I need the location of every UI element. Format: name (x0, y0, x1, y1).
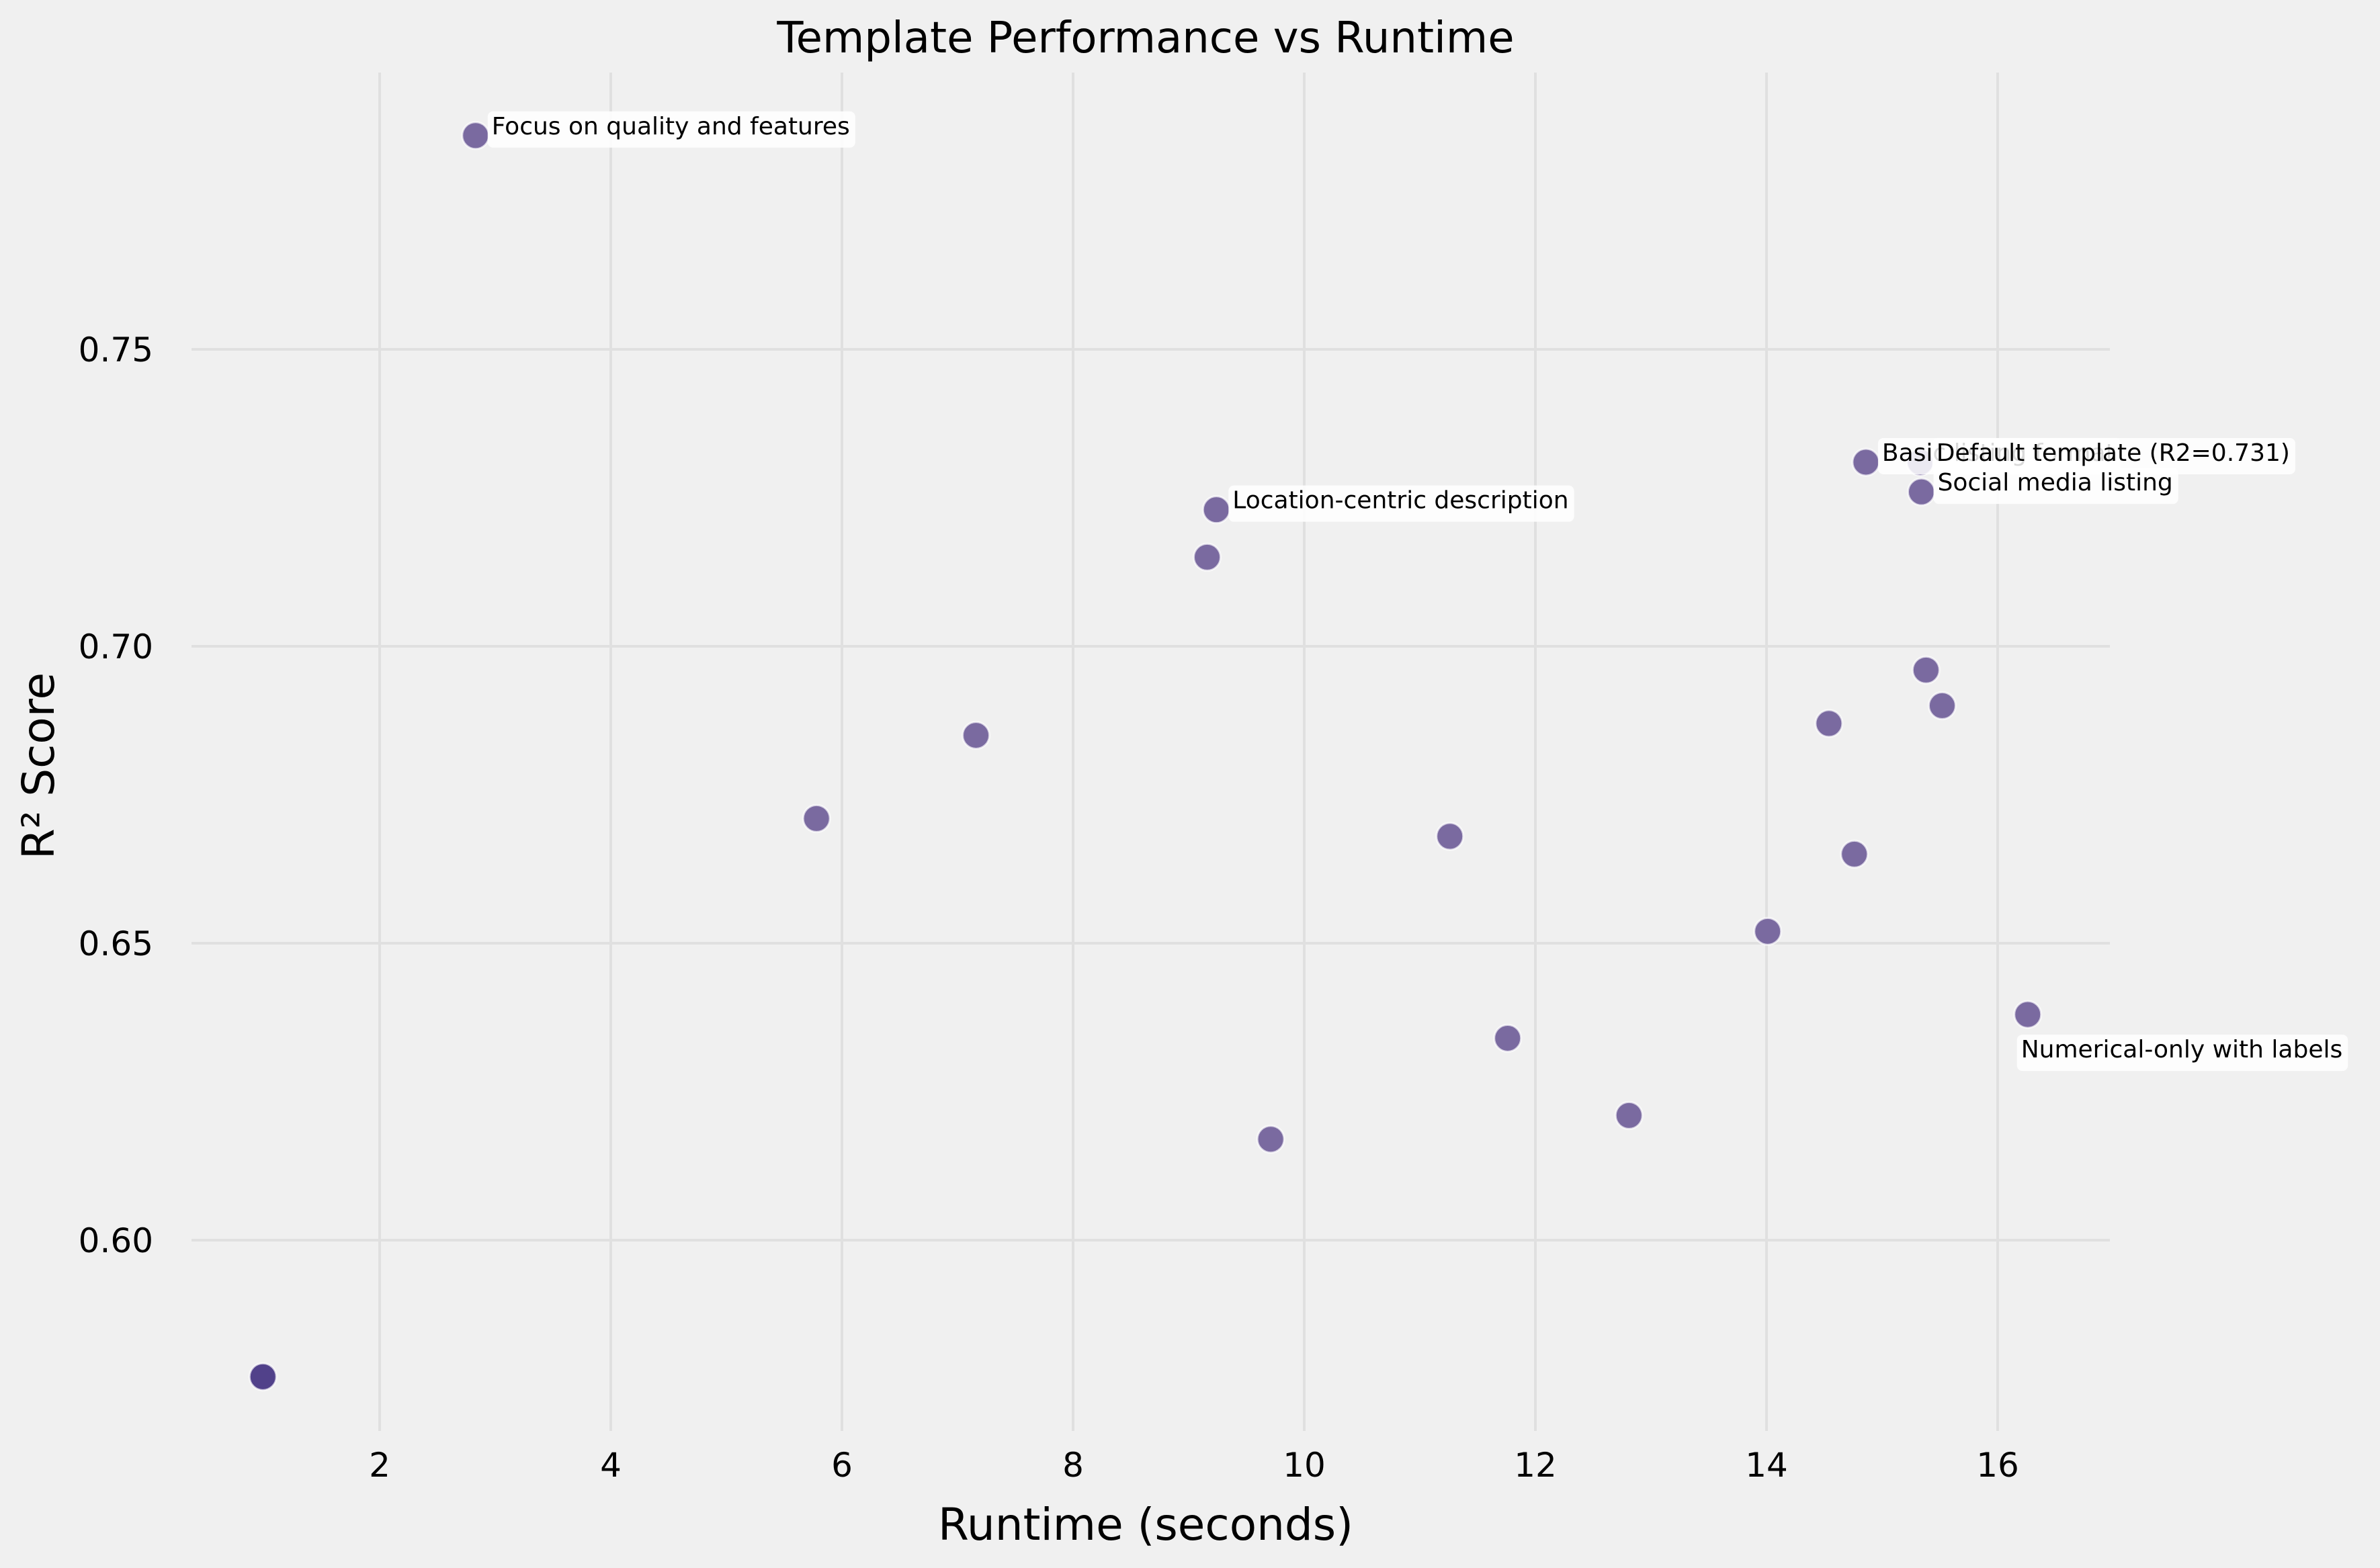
x-tick-label: 12 (1514, 1446, 1557, 1485)
data-point (1493, 1023, 1523, 1053)
data-point (1814, 709, 1844, 738)
data-point (248, 1362, 278, 1391)
point-annotations: Focus on quality and features Location-ce… (487, 111, 2348, 1072)
x-tick-label: 16 (1976, 1446, 2019, 1485)
y-tick-label: 0.65 (79, 924, 153, 963)
x-tick-label: 8 (1062, 1446, 1084, 1485)
point-annotation: Focus on quality and features (487, 111, 855, 148)
data-point (1193, 542, 1222, 572)
svg-text:Location-centric description: Location-centric description (1232, 487, 1568, 515)
x-tick-label: 10 (1283, 1446, 1326, 1485)
data-point (1927, 691, 1957, 720)
x-axis-label: Runtime (seconds) (938, 1499, 1353, 1551)
data-point (1614, 1100, 1644, 1130)
x-axis-ticks: 2 4 6 8 10 12 14 16 (369, 1446, 2019, 1485)
data-point (2013, 1000, 2043, 1029)
point-annotation: Social media listing (1933, 468, 2178, 505)
gridlines (192, 73, 2110, 1431)
x-tick-label: 4 (600, 1446, 622, 1485)
data-point (1435, 822, 1465, 851)
data-point (1753, 916, 1783, 946)
y-axis-ticks: 0.60 0.65 0.70 0.75 (79, 331, 153, 1260)
data-point (1911, 655, 1941, 685)
data-point (1851, 447, 1881, 477)
svg-text:Focus on quality and features: Focus on quality and features (492, 113, 850, 140)
x-tick-label: 6 (831, 1446, 853, 1485)
data-point (802, 803, 831, 833)
data-point (1906, 477, 1936, 507)
data-point (1840, 839, 1869, 869)
svg-text:Social media listing: Social media listing (1937, 469, 2172, 496)
data-point (1201, 495, 1231, 525)
data-point (461, 121, 491, 150)
y-axis-label: R² Score (13, 672, 65, 859)
svg-text:Numerical-only with labels: Numerical-only with labels (2021, 1036, 2343, 1063)
data-points (248, 121, 2043, 1391)
x-tick-label: 2 (369, 1446, 390, 1485)
data-point (1256, 1125, 1285, 1154)
point-annotation: Default template (R2=0.731) (1932, 437, 2295, 474)
data-point (962, 721, 991, 750)
point-annotation: Location-centric description (1228, 485, 1574, 522)
y-tick-label: 0.75 (79, 331, 153, 369)
x-tick-label: 14 (1745, 1446, 1788, 1485)
svg-text:Default template (R2=0.731): Default template (R2=0.731) (1937, 439, 2290, 467)
chart-title: Template Performance vs Runtime (776, 13, 1514, 63)
y-tick-label: 0.60 (79, 1221, 153, 1260)
y-tick-label: 0.70 (79, 627, 153, 666)
point-annotation: Numerical-only with labels (2016, 1035, 2348, 1072)
